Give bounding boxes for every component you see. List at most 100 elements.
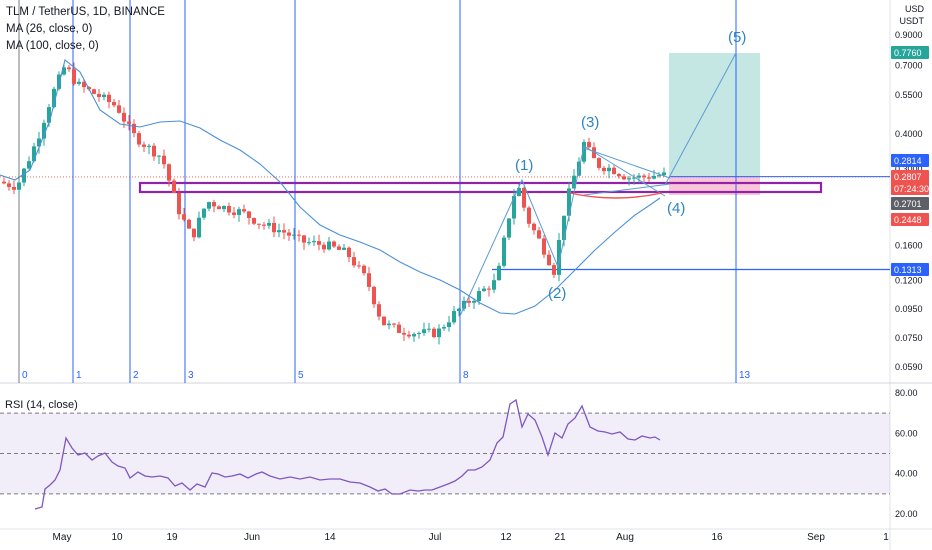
triangle-lower [583, 183, 671, 196]
candle-body [622, 176, 626, 180]
rsi-tick-label: 40.00 [895, 469, 918, 479]
candle-body [572, 175, 576, 189]
candle-body [487, 288, 491, 290]
candle-body [552, 265, 556, 275]
price-tick-label: 0.0590 [895, 362, 923, 372]
candle-body [182, 214, 186, 220]
candle-body [42, 122, 46, 139]
candle-body [567, 188, 571, 216]
candle-body [282, 230, 286, 233]
time-tick-label: 21 [554, 532, 566, 543]
price-label-badge [891, 170, 929, 183]
price-tick-label: 0.1600 [895, 240, 923, 250]
ma-26-legend: MA (26, close, 0) [6, 23, 93, 35]
candle-body [647, 177, 651, 179]
candle-body [122, 112, 126, 122]
candle-body [117, 105, 121, 113]
candle-body [152, 145, 156, 157]
candle-body [617, 174, 621, 177]
wave-label: (2) [548, 285, 566, 302]
candle-body [397, 324, 401, 333]
candle-body [517, 187, 521, 197]
fib-time-label: 2 [133, 370, 139, 381]
candle-body [312, 241, 316, 243]
rsi-tick-label: 60.00 [895, 428, 918, 438]
candle-body [37, 138, 41, 147]
candle-body [507, 218, 511, 238]
candle-body [102, 94, 106, 98]
rsi-line [34, 398, 661, 510]
rsi-tick-label: 80.00 [895, 388, 918, 398]
candle-body [437, 328, 441, 338]
red-curve [569, 192, 663, 199]
candle-body [387, 323, 391, 326]
candle-body [57, 74, 61, 89]
candle-body [247, 211, 251, 218]
price-tick-label: 0.5500 [895, 90, 923, 100]
candle-body [237, 209, 241, 215]
candle-body [212, 202, 216, 207]
candle-body [72, 69, 76, 84]
price-label-text: 07:24:30 [894, 184, 929, 194]
candle-body [657, 175, 661, 177]
fib-time-label: 1 [76, 370, 82, 381]
candle-body [177, 192, 181, 215]
candle-body [662, 172, 666, 176]
price-tick-label: 0.4000 [895, 129, 923, 139]
candle-body [377, 304, 381, 317]
wave-label: (3) [581, 114, 599, 131]
candle-body [82, 81, 86, 88]
candle-body [462, 300, 466, 309]
candle-body [162, 155, 166, 165]
candle-body [292, 234, 296, 236]
candle-body [242, 209, 246, 212]
fib-time-label: 8 [463, 370, 469, 381]
candle-body [452, 311, 456, 323]
price-tick-label: 0.3000 [895, 164, 923, 174]
price-tick-label: 0.0750 [895, 333, 923, 343]
candle-body [47, 107, 51, 123]
time-tick-label: 19 [166, 532, 178, 543]
candle-body [532, 223, 536, 231]
price-label-badge [891, 46, 929, 59]
candle-body [127, 121, 131, 124]
candle-body [482, 288, 486, 292]
time-tick-label: Sep [807, 532, 825, 543]
candle-body [457, 308, 461, 312]
candle-body [302, 235, 306, 243]
candle-body [12, 186, 16, 190]
candle-body [157, 155, 161, 157]
candle-body [652, 175, 656, 179]
target-zone [669, 53, 760, 177]
candle-body [632, 177, 636, 179]
symbol-title: TLM / TetherUS, 1D, BINANCE [6, 6, 165, 18]
price-label-badge [891, 263, 929, 276]
candle-body [347, 247, 351, 258]
price-label-text: 0.2701 [894, 199, 922, 209]
price-label-badge [891, 213, 929, 226]
candle-body [627, 178, 631, 180]
candle-body [357, 265, 361, 267]
candle-body [227, 206, 231, 213]
fib-time-label: 5 [298, 370, 304, 381]
candle-body [327, 241, 331, 250]
candle-body [192, 228, 196, 238]
candle-body [22, 168, 26, 183]
candle-body [257, 223, 261, 225]
currency-label[interactable]: USD USDT [900, 3, 925, 27]
currency-usdt: USDT [899, 16, 925, 26]
candle-body [547, 254, 551, 266]
time-tick-label: 10 [111, 532, 123, 543]
price-label-badge [891, 154, 929, 167]
candle-body [97, 93, 101, 98]
candle-body [367, 273, 371, 287]
candle-body [67, 67, 71, 70]
candle-body [232, 212, 236, 215]
time-tick-label: Jun [244, 532, 260, 543]
fib-time-label: 0 [22, 370, 28, 381]
support-zone-box [138, 181, 823, 194]
candle-body [287, 232, 291, 236]
rsi-tick-label: 20.00 [895, 509, 918, 519]
candle-body [307, 242, 311, 244]
